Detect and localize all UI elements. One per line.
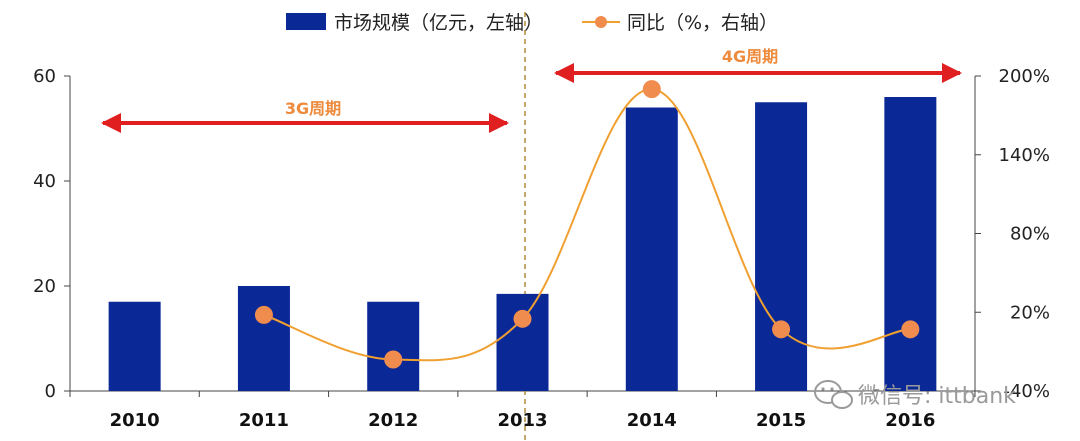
- bar-series: [108, 97, 937, 391]
- legend-line-marker: [595, 16, 607, 28]
- category-label: 2011: [239, 410, 289, 431]
- category-label: 2013: [497, 410, 547, 431]
- line-marker: [513, 309, 532, 328]
- right-axis-tick-label: 140%: [999, 145, 1050, 166]
- bar: [755, 102, 808, 391]
- bar: [237, 286, 290, 391]
- category-label: 2010: [110, 410, 160, 431]
- category-label: 2012: [368, 410, 418, 431]
- line-marker: [772, 320, 791, 339]
- watermark: 微信号: ittbank: [814, 380, 1016, 409]
- line-marker: [901, 320, 920, 339]
- right-axis-tick-label: 20%: [1010, 302, 1050, 323]
- left-axis-tick-label: 60: [33, 66, 56, 87]
- right-axis-tick-label: -40%: [1003, 381, 1050, 402]
- category-axis-ticks: 2010 2011 2012 2013 2014 2015 2016: [69, 391, 976, 431]
- line-marker: [254, 305, 273, 324]
- bar: [367, 301, 420, 391]
- left-axis-tick-label: 20: [33, 276, 56, 297]
- left-axis-tick-label: 0: [45, 381, 56, 402]
- bar: [496, 293, 549, 391]
- period-3g-label: 3G周期: [285, 99, 341, 118]
- bar: [884, 97, 937, 391]
- category-label: 2014: [627, 410, 677, 431]
- left-axis-tick-label: 40: [33, 171, 56, 192]
- right-axis-ticks: -40% 20% 80% 140% 200%: [975, 66, 1050, 402]
- period-4g-label: 4G周期: [722, 47, 778, 66]
- yoy-line: [263, 88, 911, 362]
- line-marker: [384, 350, 403, 369]
- line-markers: [254, 80, 920, 369]
- right-axis-tick-label: 200%: [999, 66, 1050, 87]
- right-axis-tick-label: 80%: [1010, 224, 1050, 245]
- category-label: 2016: [885, 410, 935, 431]
- watermark-text: 微信号: ittbank: [858, 384, 1016, 409]
- left-axis-ticks: 0 20 40 60: [33, 66, 70, 402]
- legend-bar-label: 市场规模（亿元，左轴）: [334, 12, 543, 34]
- legend: 市场规模（亿元，左轴） 同比（%，右轴）: [286, 12, 778, 34]
- line-marker: [642, 80, 661, 99]
- category-label: 2015: [756, 410, 806, 431]
- legend-bar-swatch: [286, 13, 326, 30]
- bar: [625, 107, 678, 391]
- legend-line-label: 同比（%，右轴）: [627, 12, 778, 34]
- wechat-logo-icon: [814, 380, 853, 409]
- bar: [108, 301, 161, 391]
